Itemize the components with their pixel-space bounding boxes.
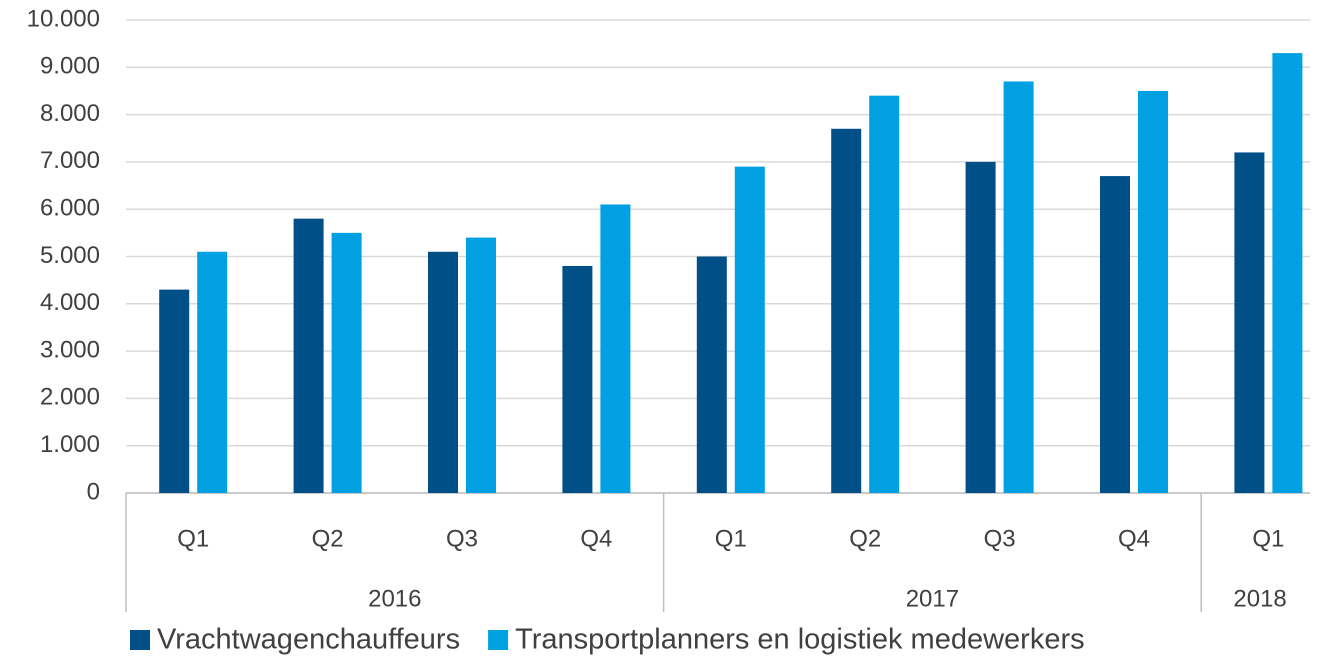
bar bbox=[428, 251, 458, 493]
bar bbox=[197, 251, 228, 493]
x-tick-label: Q3 bbox=[446, 525, 478, 552]
y-tick-label: 10.000 bbox=[27, 5, 100, 32]
legend-label: Transportplanners en logistiek medewerke… bbox=[515, 624, 1085, 656]
bar bbox=[696, 256, 727, 493]
bar bbox=[331, 232, 362, 493]
y-tick-label: 5.000 bbox=[40, 242, 100, 269]
group-label: 2018 bbox=[1233, 585, 1286, 612]
x-tick-label: Q4 bbox=[1118, 525, 1150, 552]
bar bbox=[1138, 90, 1168, 493]
legend-swatch bbox=[488, 630, 509, 650]
y-tick-label: 3.000 bbox=[40, 336, 100, 363]
x-tick-label: Q4 bbox=[580, 525, 612, 552]
x-tick-label: Q2 bbox=[312, 525, 344, 552]
x-tick-label: Q1 bbox=[177, 525, 209, 552]
bar bbox=[600, 204, 631, 493]
y-tick-label: 6.000 bbox=[40, 195, 100, 222]
y-tick-label: 9.000 bbox=[40, 53, 100, 80]
x-tick-label: Q3 bbox=[984, 525, 1016, 552]
group-label: 2016 bbox=[368, 585, 421, 612]
y-tick-label: 1.000 bbox=[40, 431, 100, 458]
x-tick-label: Q1 bbox=[715, 525, 747, 552]
bar bbox=[159, 289, 190, 493]
y-tick-label: 4.000 bbox=[40, 289, 100, 316]
bar bbox=[1003, 81, 1034, 494]
y-tick-label: 8.000 bbox=[40, 100, 100, 127]
bar bbox=[562, 265, 593, 493]
legend-swatch bbox=[130, 630, 150, 650]
bar bbox=[293, 218, 324, 493]
bar bbox=[965, 161, 996, 493]
x-tick-label: Q1 bbox=[1252, 525, 1284, 552]
bar bbox=[1100, 176, 1130, 493]
group-label: 2017 bbox=[906, 585, 959, 612]
x-tick-label: Q2 bbox=[849, 525, 881, 552]
bar bbox=[734, 166, 765, 493]
y-tick-label: 2.000 bbox=[40, 384, 100, 411]
y-tick-label: 0 bbox=[87, 478, 100, 505]
bar bbox=[831, 128, 862, 494]
y-tick-label: 7.000 bbox=[40, 147, 100, 174]
bar bbox=[466, 237, 496, 493]
bar bbox=[1272, 53, 1303, 494]
bar bbox=[869, 95, 900, 494]
legend-label: Vrachtwagenchauffeurs bbox=[157, 624, 460, 656]
bar bbox=[1234, 152, 1265, 493]
